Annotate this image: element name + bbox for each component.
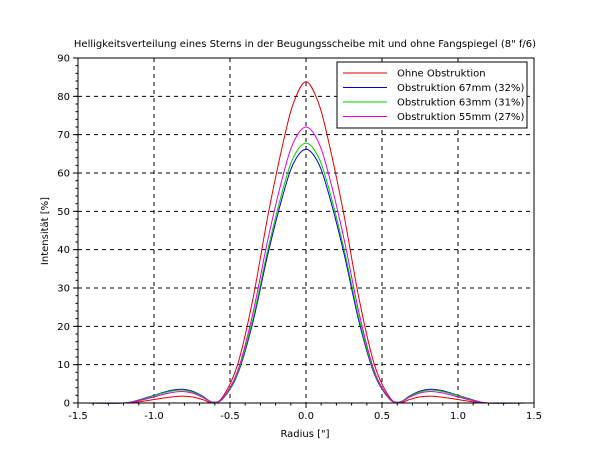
y-tick-label: 0	[64, 399, 70, 410]
x-tick-label: -1.5	[68, 411, 88, 422]
legend-label: Obstruktion 67mm (32%)	[397, 83, 524, 94]
x-tick-label: 0.0	[298, 411, 314, 422]
y-tick-label: 30	[57, 284, 70, 295]
y-tick-label: 80	[57, 92, 70, 103]
legend-label: Ohne Obstruktion	[397, 69, 486, 80]
y-tick-label: 70	[57, 130, 70, 141]
x-tick-label: -0.5	[220, 411, 240, 422]
y-tick-label: 40	[57, 245, 70, 256]
legend: Ohne Obstruktion Obstruktion 67mm (32%) Ob…	[336, 61, 528, 129]
series-line-1	[85, 81, 527, 404]
y-tick-label: 60	[57, 169, 70, 180]
y-tick-label: 10	[57, 360, 70, 371]
legend-label: Obstruktion 55mm (27%)	[397, 112, 524, 123]
x-axis-label: Radius ["]	[280, 429, 329, 440]
y-axis-label: Intensität [%]	[40, 197, 51, 265]
chart-title: Helligkeitsverteilung eines Sterns in de…	[74, 39, 536, 50]
series-line-4	[85, 126, 527, 404]
y-tick-label: 20	[57, 322, 70, 333]
y-tick-label: 50	[57, 207, 70, 218]
series-line-2	[85, 148, 527, 404]
y-tick-label: 90	[57, 54, 70, 65]
legend-label: Obstruktion 63mm (31%)	[397, 98, 524, 109]
x-tick-label: 1.5	[526, 411, 542, 422]
series-line-3	[85, 142, 527, 404]
x-tick-label: 0.5	[374, 411, 390, 422]
axis-ticks: -1.5 -1.0 -0.5 0.0 0.5 1.0 1.5 0 10 20 30 40 50 60 70 8…	[57, 54, 542, 423]
x-tick-label: 1.0	[450, 411, 466, 422]
x-tick-label: -1.0	[144, 411, 164, 422]
series-lines	[85, 81, 527, 404]
